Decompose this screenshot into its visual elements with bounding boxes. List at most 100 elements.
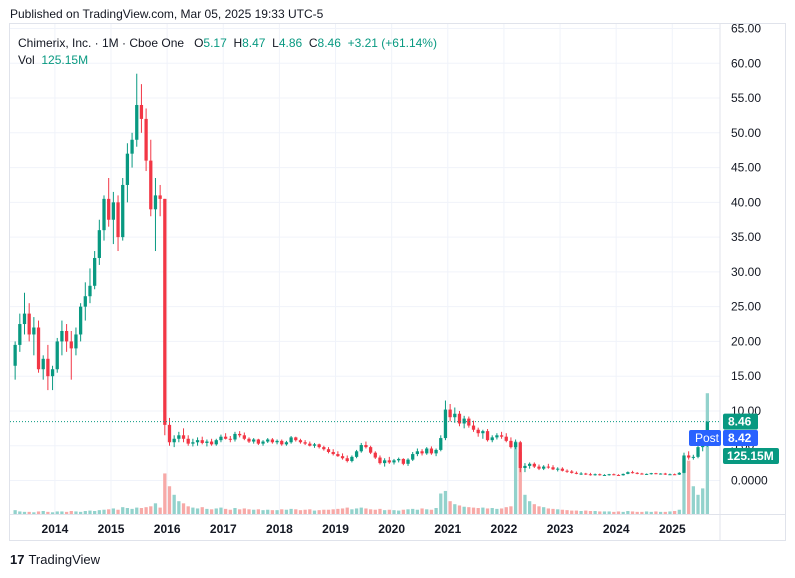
candle-body xyxy=(570,471,574,473)
candle-body xyxy=(130,139,134,154)
candle-body xyxy=(518,442,522,468)
candle-body xyxy=(406,459,410,464)
candle-body xyxy=(336,454,340,457)
candle-body xyxy=(242,435,246,439)
volume-bar xyxy=(195,508,200,514)
candle-body xyxy=(350,456,354,462)
volume-bar xyxy=(462,506,466,514)
tradingview-logo-icon[interactable]: 17 xyxy=(10,552,25,567)
volume-bar xyxy=(322,509,326,514)
price-tick-label: 35.00 xyxy=(731,230,761,244)
time-tick-label: 2021 xyxy=(434,522,461,536)
candle-body xyxy=(233,433,237,440)
candle-body xyxy=(504,436,508,441)
candle-body xyxy=(18,324,22,345)
volume-bar xyxy=(228,509,232,514)
volume-bar xyxy=(111,508,116,514)
volume-bar xyxy=(537,506,541,514)
candle-body xyxy=(214,440,218,445)
candle-body xyxy=(209,441,214,445)
candle-body xyxy=(64,330,69,342)
volume-bar xyxy=(481,507,485,514)
candle-body xyxy=(649,473,653,475)
candle-body xyxy=(252,439,256,442)
candle-body xyxy=(551,467,555,470)
candle-body xyxy=(658,473,663,475)
volume-bar xyxy=(415,509,420,514)
price-tick-label: 15.00 xyxy=(731,369,761,383)
candle-body xyxy=(270,439,275,443)
volume-bar xyxy=(256,509,260,514)
volume-bar xyxy=(163,473,167,514)
legend-close-label: C xyxy=(308,36,318,50)
candle-body xyxy=(663,473,667,475)
volume-bar xyxy=(191,507,195,514)
candle-body xyxy=(331,451,335,455)
volume-bar xyxy=(93,511,97,514)
candle-body xyxy=(565,470,569,472)
volume-bar xyxy=(116,509,120,514)
candle-body xyxy=(387,460,391,463)
volume-bar xyxy=(32,512,36,514)
volume-bar xyxy=(434,508,438,514)
volume-bar xyxy=(565,510,569,514)
volume-bar xyxy=(687,460,691,514)
volume-bar xyxy=(476,508,480,514)
volume-bar xyxy=(205,508,209,514)
volume-bar xyxy=(223,508,228,514)
chart-frame xyxy=(9,23,786,541)
volume-bar xyxy=(350,509,354,514)
volume-bar xyxy=(542,507,546,514)
candle-body xyxy=(345,458,349,462)
volume-bar xyxy=(397,510,401,514)
footer: 17 TradingView xyxy=(10,552,100,567)
candle-body xyxy=(523,465,527,468)
candle-body xyxy=(537,466,541,469)
candle-body xyxy=(116,202,120,238)
candle-body xyxy=(687,455,691,458)
volume-bar xyxy=(579,511,583,514)
volume-bar xyxy=(102,509,106,514)
candle-body xyxy=(317,444,321,448)
candle-body xyxy=(177,435,181,439)
volume-bar xyxy=(602,511,607,514)
candle-body xyxy=(556,468,560,470)
volume-bar xyxy=(88,510,92,514)
volume-bar xyxy=(303,509,307,514)
candle-body xyxy=(284,442,289,445)
candle-body xyxy=(97,230,101,258)
volume-bar xyxy=(668,511,672,514)
candle-body xyxy=(41,358,45,370)
time-tick-label: 2018 xyxy=(266,522,293,536)
candle-body xyxy=(364,445,368,448)
volume-bar xyxy=(495,508,499,514)
candle-body xyxy=(102,198,106,231)
time-tick-label: 2016 xyxy=(154,522,181,536)
time-tick-label: 2019 xyxy=(322,522,349,536)
candle-body xyxy=(593,474,597,476)
volume-bar xyxy=(701,488,705,514)
volume-bar xyxy=(532,504,536,514)
volume-bar xyxy=(275,510,279,514)
price-tick-label: 60.00 xyxy=(731,56,761,70)
legend-open-value: 5.17 xyxy=(203,36,227,50)
candle-body xyxy=(415,451,420,455)
volume-badge xyxy=(723,448,779,464)
candle-body xyxy=(509,440,513,448)
volume-bar xyxy=(546,508,550,514)
candle-body xyxy=(668,474,672,476)
candle-body xyxy=(368,447,373,453)
legend-symbol[interactable]: Chimerix, Inc. · 1M · Cboe One xyxy=(18,36,185,50)
chart-legend: Chimerix, Inc. · 1M · Cboe One O5.17 H8.… xyxy=(18,35,437,69)
legend-volume-label: Vol xyxy=(18,53,35,67)
volume-bar xyxy=(499,508,504,514)
candle-body xyxy=(532,463,536,467)
volume-bar xyxy=(177,501,181,514)
candle-body xyxy=(691,456,695,458)
volume-bar xyxy=(69,511,73,514)
volume-bar xyxy=(612,511,616,514)
footer-brand[interactable]: TradingView xyxy=(28,552,101,567)
price-tick-label: 25.00 xyxy=(731,300,761,314)
candle-body xyxy=(78,306,83,335)
